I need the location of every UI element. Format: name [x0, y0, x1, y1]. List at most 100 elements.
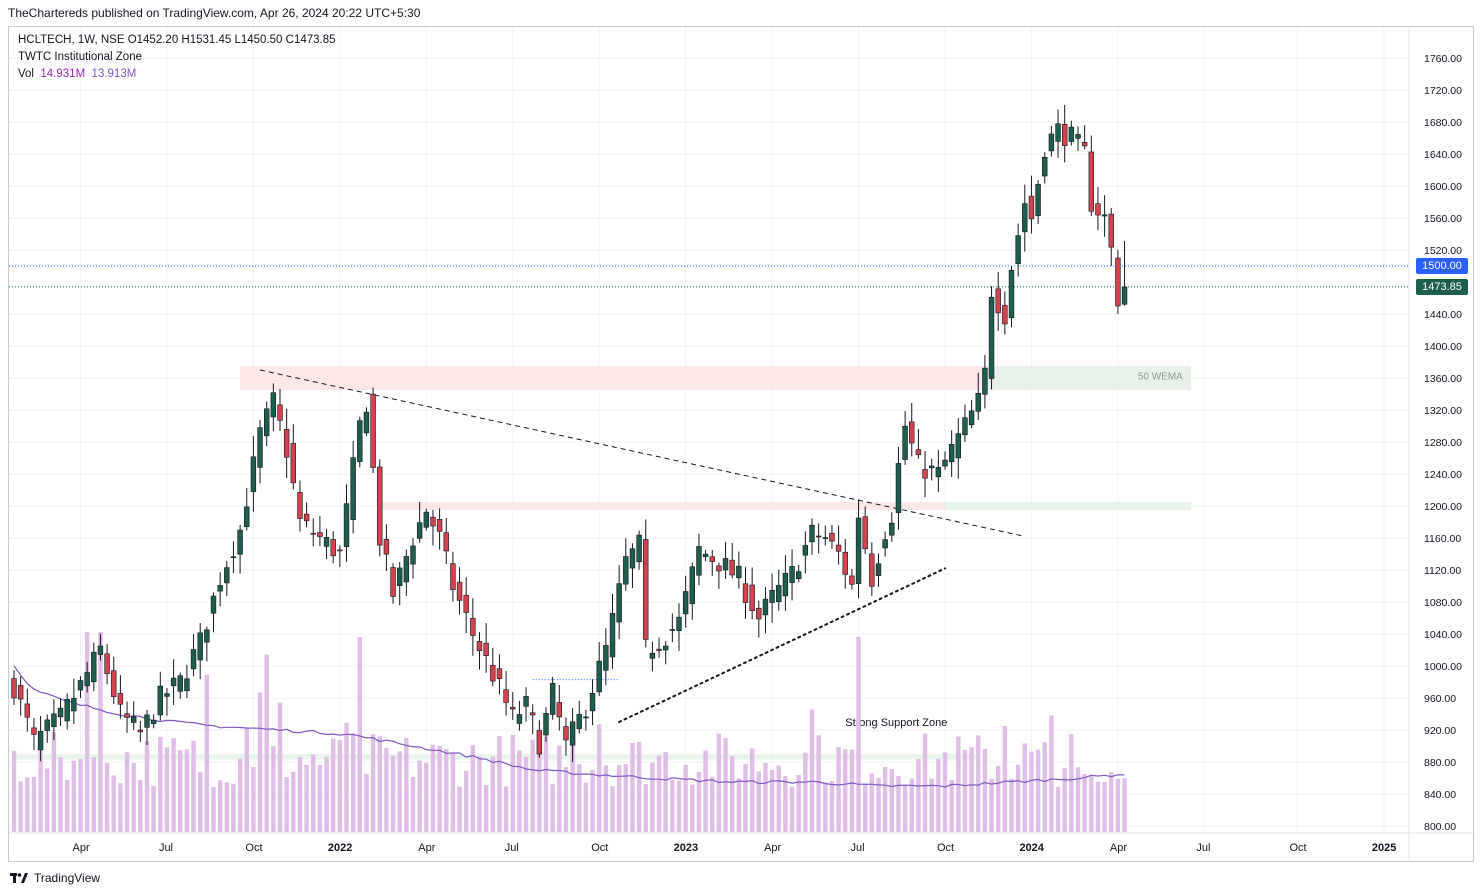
candle-body: [516, 714, 523, 724]
candle: [343, 484, 350, 562]
volume-bar: [503, 786, 509, 832]
volume-bar: [277, 702, 283, 832]
candle: [716, 562, 722, 589]
candle: [383, 524, 390, 571]
candle: [117, 675, 124, 719]
candle: [809, 518, 815, 555]
price-chart[interactable]: 50 WEMA Strong Support Zone 800.00 840.00 88…: [9, 27, 1473, 861]
volume-bar: [1109, 772, 1114, 832]
candle-body: [137, 729, 144, 733]
candle-body: [789, 566, 795, 583]
candle: [97, 633, 104, 661]
candle: [257, 420, 263, 484]
candle: [709, 550, 715, 576]
volume-bar: [84, 632, 90, 832]
candle: [370, 387, 376, 474]
volume-bar: [377, 736, 382, 832]
candle-body: [410, 545, 416, 565]
candle-body: [496, 668, 503, 679]
volume-bar: [291, 771, 296, 832]
volume-bar: [98, 632, 103, 832]
candle: [64, 693, 70, 730]
candle-body: [264, 408, 270, 437]
zone-label: 50 WEMA: [1138, 372, 1183, 383]
volume-bar: [344, 722, 349, 832]
time-tick-label: Jul: [505, 842, 519, 854]
volume-bar: [537, 736, 542, 832]
candle-body: [97, 645, 104, 655]
volume-bar: [623, 764, 628, 832]
volume-bar: [829, 781, 835, 832]
candle-body: [583, 716, 589, 719]
volume-bar: [843, 749, 848, 832]
candle: [1068, 120, 1075, 146]
volume-bar: [783, 776, 788, 832]
candle-body: [37, 730, 44, 751]
volume-bar: [11, 750, 17, 832]
candle: [563, 717, 569, 756]
candle-body: [742, 583, 749, 603]
volume-bar: [643, 784, 648, 832]
candle: [623, 538, 629, 591]
candle-body: [17, 685, 24, 700]
candle: [11, 670, 17, 705]
time-tick-label: Apr: [764, 842, 781, 854]
candle-body: [44, 719, 50, 731]
candle-body: [576, 714, 582, 729]
candle: [862, 506, 868, 555]
price-tick-label: 1600.00: [1424, 181, 1462, 193]
volume-bar: [1115, 778, 1121, 832]
candle-body: [310, 532, 316, 535]
candle-body: [111, 670, 117, 697]
candle: [822, 525, 829, 546]
candle: [1062, 105, 1068, 163]
candle: [204, 626, 210, 662]
candle: [210, 592, 217, 633]
price-tick-label: 1440.00: [1424, 309, 1462, 321]
volume-bar: [297, 756, 303, 832]
candle: [1108, 208, 1114, 267]
candle: [111, 656, 117, 704]
candle: [742, 567, 749, 620]
candle: [776, 569, 782, 611]
chart-frame[interactable]: 50 WEMA Strong Support Zone 800.00 840.00 88…: [8, 26, 1474, 862]
symbol-legend: HCLTECH, 1W, NSE O1452.20 H1531.45 L1450…: [18, 34, 336, 46]
candle-body: [224, 567, 230, 584]
price-tick-label: 1720.00: [1424, 85, 1462, 97]
candle: [583, 709, 589, 731]
volume-bar: [364, 773, 369, 832]
candle-body: [1081, 142, 1088, 147]
volume-bar: [251, 767, 256, 832]
price-tick-label: 1280.00: [1424, 437, 1462, 449]
candle: [224, 560, 230, 597]
candle-body: [523, 696, 529, 707]
candle-body: [882, 539, 888, 549]
candle: [609, 593, 616, 669]
price-tick-label: 1160.00: [1424, 533, 1461, 545]
candle-body: [722, 558, 729, 571]
candle: [829, 524, 835, 549]
volume-bar: [696, 771, 702, 832]
candle: [1015, 223, 1021, 277]
candle-body: [862, 516, 868, 549]
candle-body: [430, 516, 436, 527]
volume-legend: Vol 14.931M 13.913M: [18, 68, 136, 80]
volume-bar: [424, 762, 429, 832]
candle-body: [190, 649, 197, 670]
price-tick-label: 1760.00: [1424, 53, 1462, 65]
candle-body: [377, 466, 383, 546]
candle-body: [303, 513, 310, 522]
candle: [170, 659, 177, 705]
volume-bar: [769, 770, 775, 832]
candle-body: [556, 702, 563, 718]
candle-body: [343, 503, 350, 547]
volume-bar: [1075, 767, 1081, 832]
candle: [1081, 125, 1088, 150]
volume-bar: [590, 770, 595, 832]
volume-bar: [444, 748, 449, 832]
volume-bar: [178, 750, 183, 832]
candle-body: [170, 677, 177, 687]
volume-bar: [809, 709, 815, 832]
candle-body: [416, 522, 423, 539]
volume-bar: [796, 774, 801, 832]
